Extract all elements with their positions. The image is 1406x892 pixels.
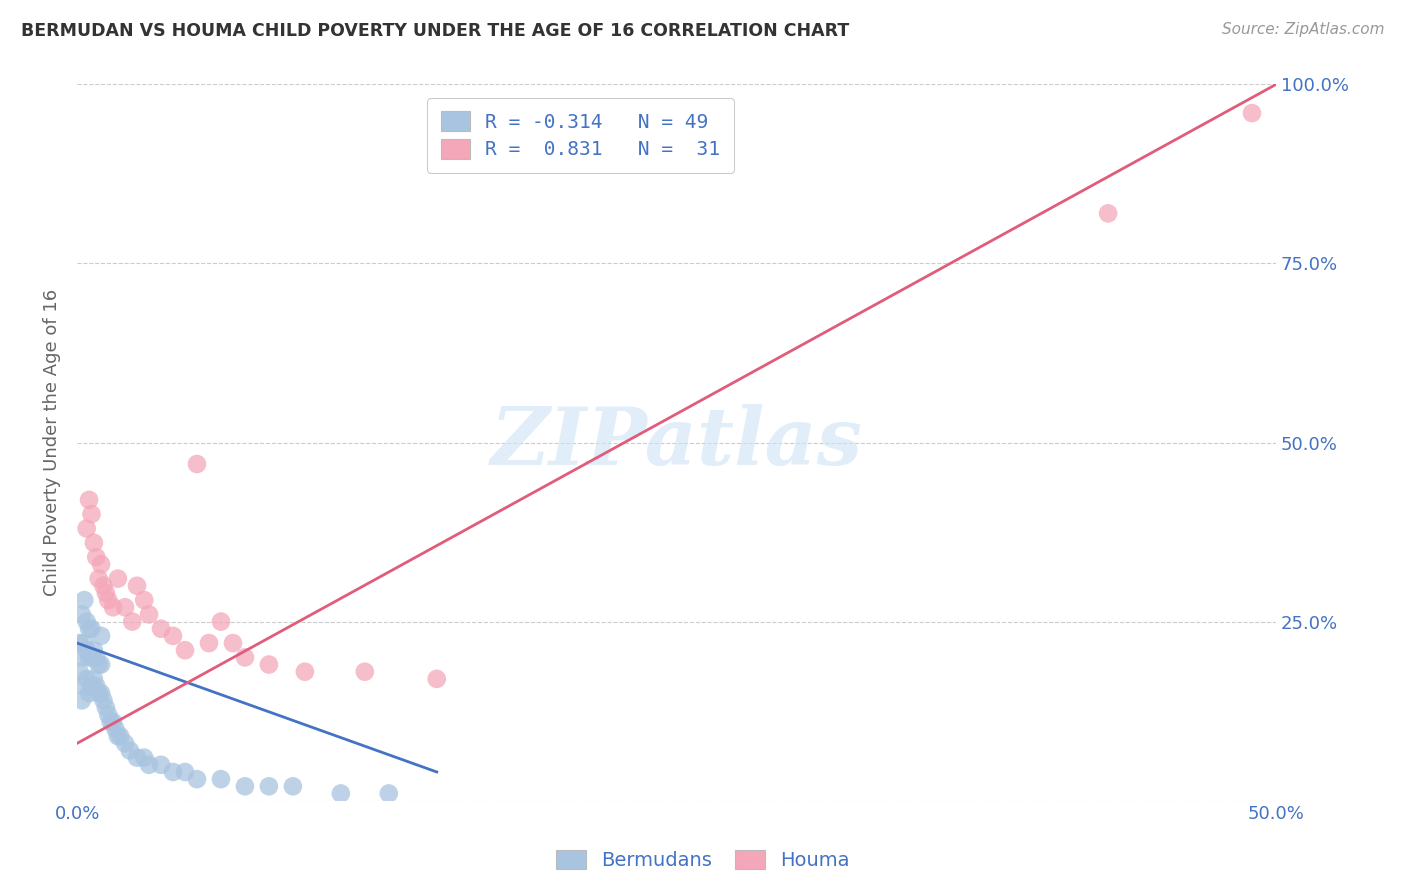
Point — [134, 750, 156, 764]
Point — [150, 622, 173, 636]
Point — [70, 607, 93, 622]
Legend: Bermudans, Houma: Bermudans, Houma — [548, 842, 858, 878]
Point — [114, 600, 136, 615]
Point — [233, 650, 256, 665]
Point — [100, 714, 122, 729]
Point — [97, 593, 120, 607]
Point — [138, 757, 160, 772]
Point — [294, 665, 316, 679]
Point — [80, 622, 103, 636]
Point — [94, 586, 117, 600]
Point — [209, 772, 232, 786]
Point — [118, 743, 141, 757]
Point — [80, 650, 103, 665]
Point — [101, 714, 124, 729]
Legend: R = -0.314   N = 49, R =  0.831   N =  31: R = -0.314 N = 49, R = 0.831 N = 31 — [427, 98, 734, 173]
Point — [84, 550, 107, 565]
Point — [84, 650, 107, 665]
Point — [162, 629, 184, 643]
Point — [150, 757, 173, 772]
Point — [69, 665, 91, 679]
Point — [70, 650, 93, 665]
Text: BERMUDAN VS HOUMA CHILD POVERTY UNDER THE AGE OF 16 CORRELATION CHART: BERMUDAN VS HOUMA CHILD POVERTY UNDER TH… — [21, 22, 849, 40]
Point — [69, 636, 91, 650]
Point — [90, 686, 112, 700]
Point — [125, 750, 148, 764]
Point — [125, 579, 148, 593]
Point — [107, 729, 129, 743]
Point — [107, 572, 129, 586]
Point — [90, 629, 112, 643]
Point — [97, 707, 120, 722]
Point — [233, 779, 256, 793]
Point — [93, 693, 115, 707]
Point — [101, 600, 124, 615]
Point — [73, 636, 96, 650]
Point — [186, 457, 208, 471]
Point — [222, 636, 245, 650]
Point — [174, 643, 197, 657]
Point — [110, 729, 132, 743]
Point — [87, 657, 110, 672]
Point — [80, 679, 103, 693]
Point — [94, 700, 117, 714]
Y-axis label: Child Poverty Under the Age of 16: Child Poverty Under the Age of 16 — [44, 289, 60, 596]
Point — [174, 764, 197, 779]
Point — [90, 558, 112, 572]
Point — [281, 779, 304, 793]
Point — [1240, 106, 1263, 120]
Point — [77, 622, 100, 636]
Point — [134, 593, 156, 607]
Point — [209, 615, 232, 629]
Point — [378, 787, 401, 801]
Point — [162, 764, 184, 779]
Point — [104, 722, 127, 736]
Text: ZIPatlas: ZIPatlas — [491, 404, 863, 482]
Point — [83, 643, 105, 657]
Point — [73, 593, 96, 607]
Point — [76, 672, 98, 686]
Point — [114, 736, 136, 750]
Point — [87, 572, 110, 586]
Point — [353, 665, 375, 679]
Text: Source: ZipAtlas.com: Source: ZipAtlas.com — [1222, 22, 1385, 37]
Point — [76, 521, 98, 535]
Point — [80, 507, 103, 521]
Point — [121, 615, 143, 629]
Point — [257, 779, 280, 793]
Point — [138, 607, 160, 622]
Point — [73, 679, 96, 693]
Point — [198, 636, 221, 650]
Point — [83, 536, 105, 550]
Point — [186, 772, 208, 786]
Point — [426, 672, 449, 686]
Point — [76, 643, 98, 657]
Point — [87, 686, 110, 700]
Point — [83, 672, 105, 686]
Point — [257, 657, 280, 672]
Point — [93, 579, 115, 593]
Point — [77, 492, 100, 507]
Point — [1097, 206, 1119, 220]
Point — [77, 686, 100, 700]
Point — [84, 679, 107, 693]
Point — [329, 787, 352, 801]
Point — [77, 650, 100, 665]
Point — [90, 657, 112, 672]
Point — [70, 693, 93, 707]
Point — [76, 615, 98, 629]
